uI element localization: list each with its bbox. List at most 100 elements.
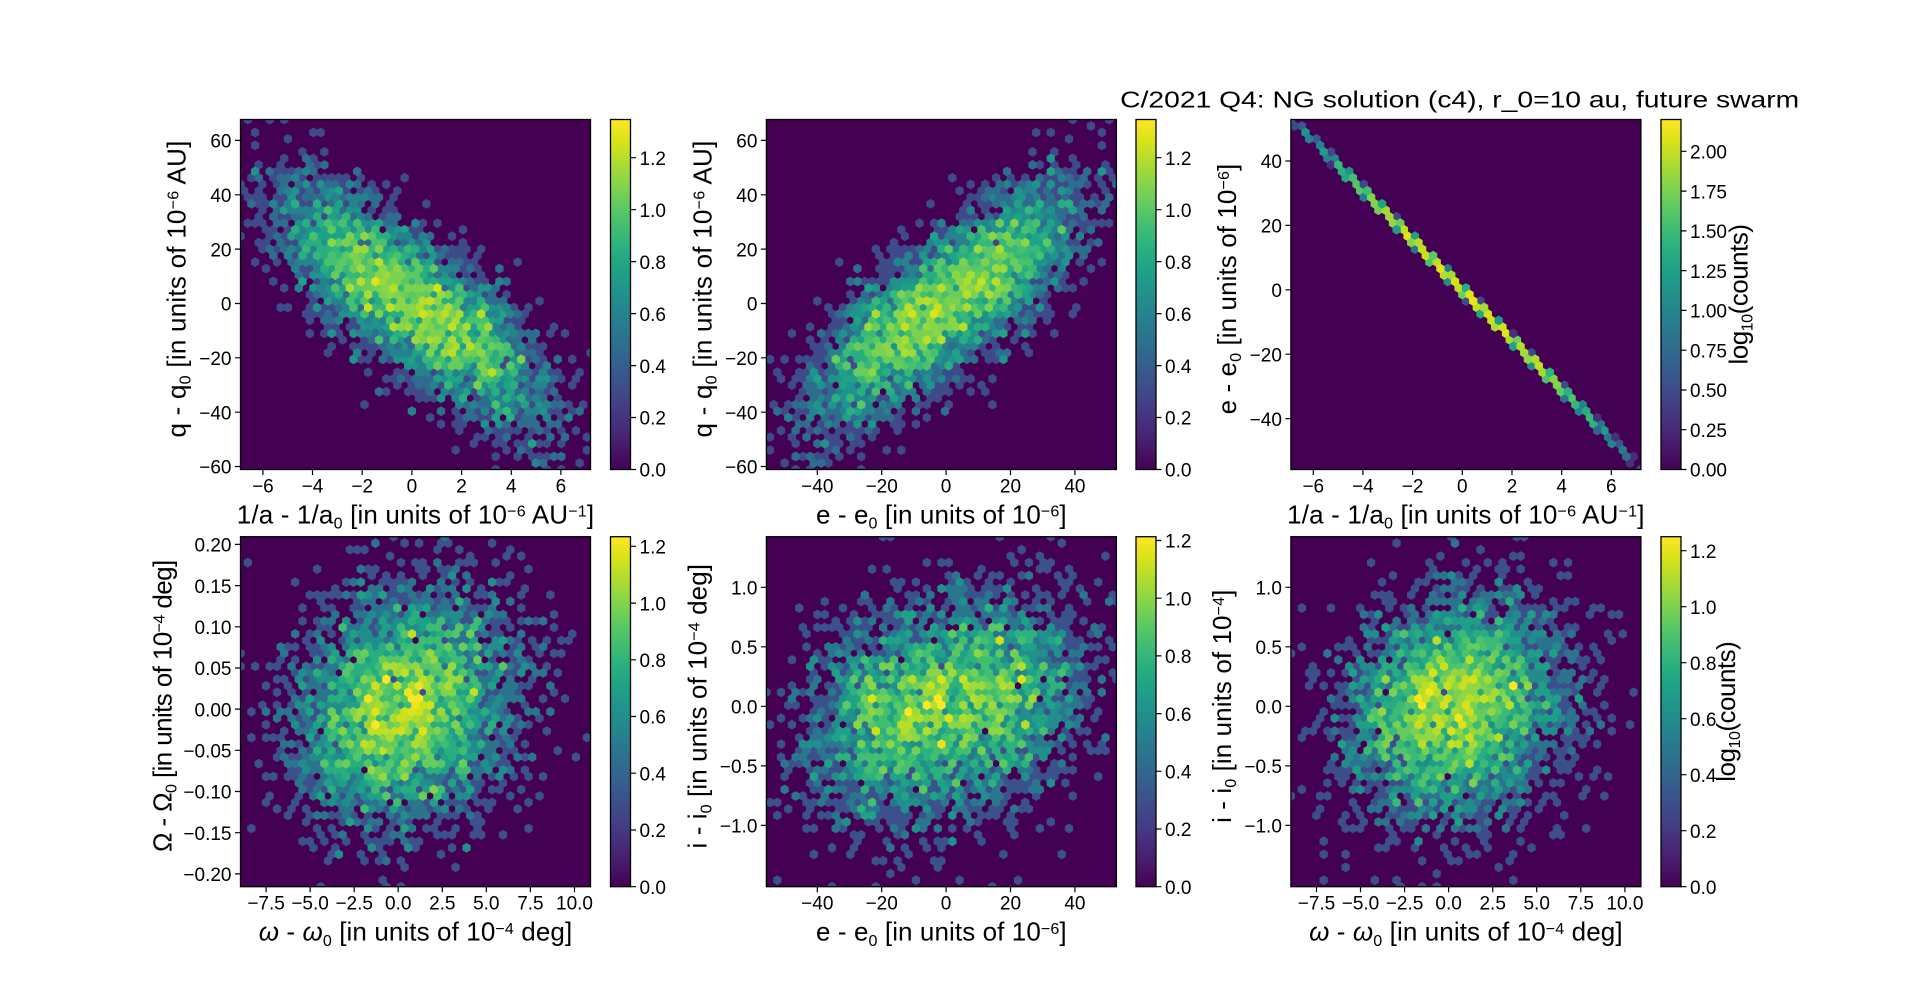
- svg-text:7.5: 7.5: [1568, 894, 1594, 915]
- svg-text:−40: −40: [801, 476, 833, 497]
- svg-text:0.6: 0.6: [640, 305, 666, 326]
- svg-text:−0.20: −0.20: [183, 865, 231, 886]
- svg-text:1.0: 1.0: [1690, 598, 1716, 619]
- svg-text:ω - ω0 [in units of 10−4 deg]: ω - ω0 [in units of 10−4 deg]: [259, 917, 573, 950]
- svg-text:1.2: 1.2: [1690, 542, 1716, 563]
- svg-text:40: 40: [736, 186, 757, 207]
- svg-text:0: 0: [747, 295, 758, 316]
- svg-text:40: 40: [210, 186, 231, 207]
- svg-text:20: 20: [1000, 894, 1021, 915]
- svg-text:0: 0: [407, 476, 418, 497]
- svg-text:1.2: 1.2: [1165, 149, 1191, 170]
- svg-text:0.8: 0.8: [640, 253, 666, 274]
- svg-text:2.00: 2.00: [1690, 143, 1727, 164]
- svg-text:60: 60: [736, 132, 757, 153]
- svg-text:0.8: 0.8: [1165, 253, 1191, 274]
- svg-text:0.0: 0.0: [1435, 894, 1461, 915]
- svg-text:e - e0 [in units of 10−6]: e - e0 [in units of 10−6]: [816, 500, 1067, 533]
- svg-text:−2.5: −2.5: [1386, 894, 1424, 915]
- svg-text:1.0: 1.0: [1165, 201, 1191, 222]
- svg-text:q - q0 [in units of 10−6 AU]: q - q0 [in units of 10−6 AU]: [162, 140, 195, 437]
- svg-text:0.4: 0.4: [640, 357, 667, 378]
- svg-text:1.0: 1.0: [1165, 589, 1191, 610]
- svg-text:4: 4: [506, 476, 517, 497]
- svg-text:1.50: 1.50: [1690, 222, 1727, 243]
- svg-text:0: 0: [221, 295, 232, 316]
- svg-text:−5.0: −5.0: [291, 894, 329, 915]
- svg-text:0.6: 0.6: [640, 708, 666, 729]
- svg-text:−1.0: −1.0: [1244, 817, 1282, 838]
- svg-text:0.2: 0.2: [1165, 820, 1191, 841]
- svg-text:0.0: 0.0: [1165, 878, 1191, 899]
- svg-text:5.0: 5.0: [1523, 894, 1549, 915]
- svg-text:0.0: 0.0: [640, 878, 666, 899]
- svg-text:1.2: 1.2: [1165, 532, 1191, 553]
- svg-text:1.75: 1.75: [1690, 182, 1727, 203]
- svg-text:2: 2: [1507, 476, 1518, 497]
- svg-text:−6: −6: [1302, 476, 1324, 497]
- svg-text:−0.05: −0.05: [183, 742, 231, 763]
- svg-text:0.25: 0.25: [1690, 421, 1727, 442]
- svg-text:−2.5: −2.5: [335, 894, 373, 915]
- svg-text:4: 4: [1556, 476, 1567, 497]
- svg-text:0.4: 0.4: [1690, 766, 1717, 787]
- svg-text:q - q0 [in units of 10−6 AU]: q - q0 [in units of 10−6 AU]: [687, 140, 720, 437]
- svg-text:20: 20: [210, 240, 231, 261]
- svg-text:−5.0: −5.0: [1342, 894, 1380, 915]
- svg-text:20: 20: [736, 240, 757, 261]
- svg-text:40: 40: [1261, 152, 1282, 173]
- svg-text:−0.15: −0.15: [183, 824, 231, 845]
- svg-text:−4: −4: [1352, 476, 1374, 497]
- svg-text:−1.0: −1.0: [720, 817, 758, 838]
- svg-text:C/2021 Q4: NG solution (c4), r: C/2021 Q4: NG solution (c4), r_0=10 au, …: [1120, 87, 1799, 113]
- svg-text:0.00: 0.00: [1690, 461, 1727, 482]
- svg-text:0.75: 0.75: [1690, 341, 1727, 362]
- svg-text:−20: −20: [866, 476, 898, 497]
- svg-text:log10(counts): log10(counts): [1724, 224, 1757, 364]
- svg-text:0: 0: [1271, 281, 1282, 302]
- svg-text:1.25: 1.25: [1690, 262, 1727, 283]
- svg-text:1.0: 1.0: [640, 594, 666, 615]
- svg-text:i - i0 [in units of 10−4]: i - i0 [in units of 10−4]: [1207, 590, 1240, 823]
- svg-text:0.20: 0.20: [195, 536, 232, 557]
- svg-text:0.0: 0.0: [640, 461, 666, 482]
- svg-text:10.0: 10.0: [1606, 894, 1643, 915]
- svg-text:60: 60: [210, 132, 231, 153]
- svg-text:1.00: 1.00: [1690, 302, 1727, 323]
- svg-text:2.5: 2.5: [429, 894, 455, 915]
- svg-text:0.2: 0.2: [640, 821, 666, 842]
- svg-text:20: 20: [1000, 476, 1021, 497]
- svg-text:i - i0 [in units of 10−4 deg]: i - i0 [in units of 10−4 deg]: [682, 564, 715, 849]
- svg-text:1.0: 1.0: [1255, 579, 1281, 600]
- svg-text:2: 2: [456, 476, 467, 497]
- svg-text:ω - ω0 [in units of 10−4 deg]: ω - ω0 [in units of 10−4 deg]: [1309, 917, 1623, 950]
- svg-text:5.0: 5.0: [473, 894, 499, 915]
- svg-text:0.4: 0.4: [1165, 357, 1192, 378]
- svg-text:0.15: 0.15: [195, 577, 232, 598]
- svg-text:−40: −40: [1250, 410, 1282, 431]
- svg-text:−6: −6: [252, 476, 274, 497]
- svg-text:0.4: 0.4: [640, 764, 667, 785]
- svg-text:0.6: 0.6: [1165, 705, 1191, 726]
- svg-text:−2: −2: [1402, 476, 1424, 497]
- svg-text:7.5: 7.5: [517, 894, 543, 915]
- svg-text:0.0: 0.0: [1690, 878, 1716, 899]
- svg-text:−40: −40: [801, 894, 833, 915]
- svg-text:−7.5: −7.5: [1298, 894, 1336, 915]
- svg-text:−20: −20: [725, 349, 757, 370]
- svg-text:0.2: 0.2: [1165, 409, 1191, 430]
- svg-text:0.8: 0.8: [1165, 647, 1191, 668]
- svg-text:−20: −20: [866, 894, 898, 915]
- svg-text:0.2: 0.2: [1690, 822, 1716, 843]
- svg-text:Ω - Ω0 [in units of 10−4 deg]: Ω - Ω0 [in units of 10−4 deg]: [148, 560, 181, 852]
- svg-text:e - e0 [in units of 10−6]: e - e0 [in units of 10−6]: [1212, 164, 1245, 415]
- svg-text:0.5: 0.5: [1255, 638, 1281, 659]
- svg-text:6: 6: [556, 476, 567, 497]
- svg-text:10.0: 10.0: [556, 894, 593, 915]
- svg-text:0.0: 0.0: [731, 698, 757, 719]
- svg-text:40: 40: [1064, 894, 1085, 915]
- svg-text:0.05: 0.05: [195, 659, 232, 680]
- svg-text:−0.5: −0.5: [720, 757, 758, 778]
- svg-text:0.6: 0.6: [1690, 710, 1716, 731]
- svg-text:1.2: 1.2: [640, 538, 666, 559]
